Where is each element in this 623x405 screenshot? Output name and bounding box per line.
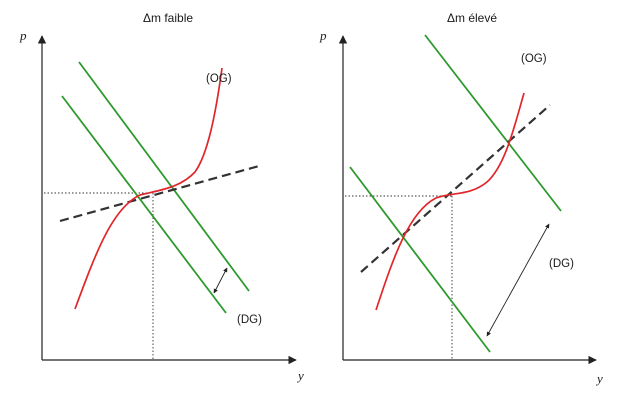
shift-arrow (486, 223, 550, 337)
supply-curve-og (375, 92, 525, 311)
og-label: (OG) (206, 73, 232, 85)
og-label: (OG) (521, 53, 547, 65)
demand-line-upper (424, 34, 562, 212)
supply-curve-og (74, 67, 223, 310)
demand-line-lower (349, 166, 491, 353)
demand-line-upper (78, 61, 250, 292)
panel-title: Δm faible (143, 11, 193, 25)
x-axis-label: y (595, 371, 603, 386)
shift-arrow (213, 267, 228, 294)
panel-low: Δm faible p y (OG) (DG) (19, 11, 304, 383)
panel-title: Δm élevé (447, 11, 497, 25)
y-axis-label: p (319, 28, 327, 43)
x-axis-label: y (296, 368, 304, 383)
panel-high: Δm élevé p y (OG) (DG) (319, 11, 603, 386)
demand-line-lower (61, 95, 227, 314)
y-axis-label: p (19, 28, 27, 43)
dashed-line (360, 104, 551, 273)
dashed-line (59, 164, 260, 223)
dg-label: (DG) (549, 258, 574, 270)
dg-label: (DG) (237, 314, 262, 326)
